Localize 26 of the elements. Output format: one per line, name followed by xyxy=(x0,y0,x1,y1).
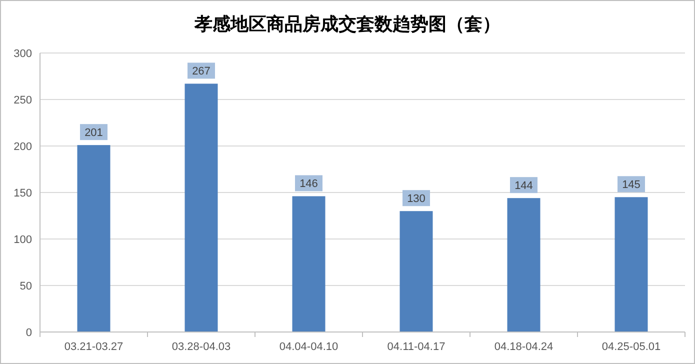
bar xyxy=(507,198,540,332)
x-tick-label: 03.28-04.03 xyxy=(172,341,231,353)
data-label: 146 xyxy=(300,178,318,190)
data-label: 201 xyxy=(84,127,103,140)
y-tick-label: 150 xyxy=(14,188,32,200)
y-tick-label: 100 xyxy=(14,234,32,246)
bar xyxy=(292,196,326,332)
y-tick-label: 250 xyxy=(14,94,32,106)
x-tick-label: 04.11-04.17 xyxy=(387,341,446,353)
y-tick-label: 0 xyxy=(26,327,32,339)
chart-title: 孝感地区商品房成交套数趋势图（套） xyxy=(194,14,500,34)
x-tick-label: 04.25-05.01 xyxy=(602,341,661,353)
bar xyxy=(184,84,218,332)
data-label: 130 xyxy=(407,193,426,206)
bar xyxy=(614,197,648,332)
bar xyxy=(400,211,433,332)
y-tick-label: 300 xyxy=(14,48,32,60)
x-tick-label: 03.21-03.27 xyxy=(64,341,124,353)
x-tick-label: 04.04-04.10 xyxy=(279,341,338,353)
data-label: 144 xyxy=(514,180,533,192)
y-tick-label: 50 xyxy=(20,280,32,292)
data-label: 145 xyxy=(622,179,640,192)
data-label: 267 xyxy=(192,66,210,78)
y-tick-label: 200 xyxy=(14,141,32,153)
bar xyxy=(77,145,110,332)
x-tick-label: 04.18-04.24 xyxy=(494,341,554,353)
